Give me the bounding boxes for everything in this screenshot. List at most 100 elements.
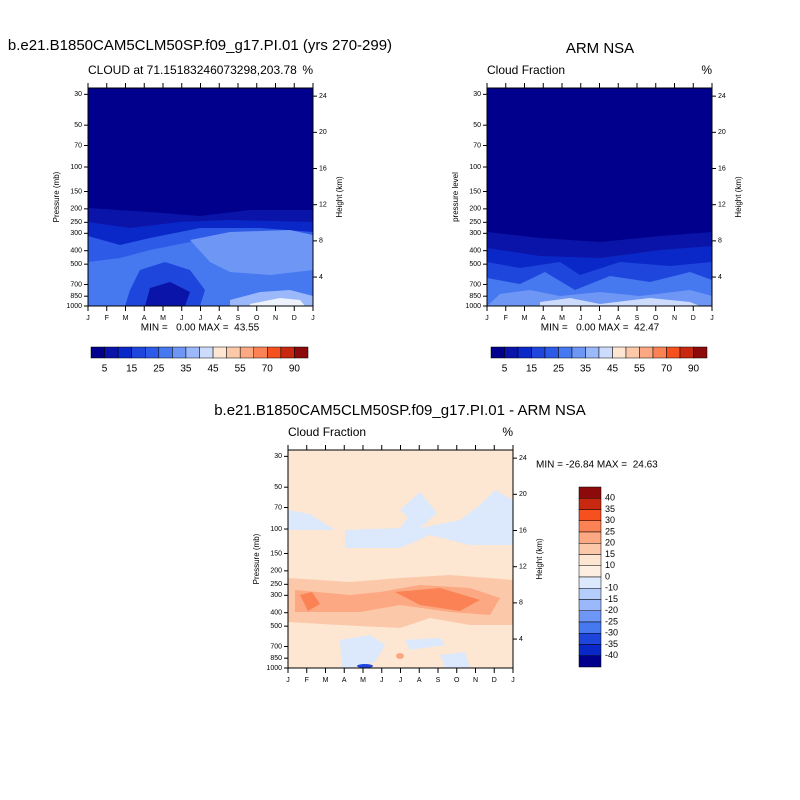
colorbar-box (267, 346, 282, 359)
x-tick-label: J (199, 315, 203, 322)
y2-axis-label: Height (km) (734, 176, 743, 218)
colorbar-box (578, 520, 602, 533)
y-tick-label: 500 (70, 261, 82, 268)
x-tick-label: A (217, 315, 222, 322)
colorbar-label: 10 (605, 560, 615, 570)
y-tick-label: 300 (270, 592, 282, 599)
y-tick-label: 400 (70, 248, 82, 255)
colorbar-label: 5 (502, 364, 508, 375)
x-tick-label: D (492, 677, 497, 684)
x-tick-label: J (485, 315, 489, 322)
y-tick-label: 30 (473, 91, 481, 98)
colorbar-label: -40 (605, 650, 618, 660)
colorbar-box (693, 346, 708, 359)
colorbar-box (185, 346, 200, 359)
colorbar-box (578, 498, 602, 510)
colorbar-label: 45 (208, 364, 220, 375)
y2-tick-label: 8 (519, 600, 523, 607)
y-tick-label: 300 (469, 230, 481, 237)
colorbar-box (578, 644, 602, 656)
colorbar-box (544, 346, 559, 359)
x-tick-label: A (417, 677, 422, 684)
right-string: % (302, 63, 313, 77)
colorbar-box (578, 509, 602, 521)
y-tick-label: 50 (473, 122, 481, 129)
panel-title: ARM NSA (566, 40, 634, 57)
x-tick-label: M (123, 315, 129, 322)
x-tick-label: J (511, 677, 515, 684)
x-tick-label: F (305, 677, 309, 684)
y-tick-label: 500 (270, 623, 282, 630)
right-string: % (502, 425, 513, 439)
min-max: MIN = 0.00 MAX = 43.55 (141, 323, 260, 334)
x-tick-label: M (323, 677, 329, 684)
colorbar-label: -15 (605, 594, 618, 604)
x-tick-label: N (473, 677, 478, 684)
colorbar-label: -20 (605, 605, 618, 615)
x-tick-label: J (579, 315, 583, 322)
colorbar-box (226, 346, 241, 359)
x-tick-label: O (653, 315, 659, 322)
y-tick-label: 150 (469, 188, 481, 195)
colorbar-label: 70 (262, 364, 274, 375)
colorbar-label: 35 (605, 504, 615, 514)
y2-tick-label: 20 (319, 129, 327, 136)
x-tick-label: S (635, 315, 640, 322)
colorbar-label: 40 (605, 493, 615, 503)
colorbar-box (578, 554, 602, 566)
y-tick-label: 500 (469, 261, 481, 268)
y-tick-label: 30 (74, 91, 82, 98)
x-tick-label: M (522, 315, 528, 322)
min-max: MIN = 0.00 MAX = 42.47 (541, 323, 660, 334)
y-tick-label: 200 (70, 206, 82, 213)
colorbar-label: 30 (605, 515, 615, 525)
y2-tick-label: 4 (519, 636, 523, 643)
y2-tick-label: 8 (319, 238, 323, 245)
colorbar-label: -30 (605, 628, 618, 638)
y-tick-label: 700 (469, 281, 481, 288)
left-string: Cloud Fraction (288, 425, 366, 439)
colorbar-box (578, 588, 602, 600)
colorbar-box (90, 346, 105, 359)
x-tick-label: J (380, 677, 384, 684)
colorbar-label: -25 (605, 616, 618, 626)
x-tick-label: J (598, 315, 602, 322)
panel-title: b.e21.B1850CAM5CLM50SP.f09_g17.PI.01 - A… (214, 402, 586, 419)
y2-tick-label: 24 (519, 455, 527, 462)
y2-tick-label: 12 (519, 564, 527, 571)
colorbar-box (679, 346, 694, 359)
contour-field (487, 88, 712, 306)
y-tick-label: 700 (270, 643, 282, 650)
x-tick-label: S (236, 315, 241, 322)
colorbar-label: 0 (605, 571, 610, 581)
colorbar-label: 35 (580, 364, 592, 375)
x-tick-label: D (691, 315, 696, 322)
x-tick-label: N (672, 315, 677, 322)
colorbar-box (585, 346, 600, 359)
colorbar-box (571, 346, 586, 359)
panel-title: b.e21.B1850CAM5CLM50SP.f09_g17.PI.01 (yr… (8, 37, 392, 54)
contour-field (88, 88, 313, 306)
min-max: MIN = -26.84 MAX = 24.63 (536, 460, 658, 471)
y-tick-label: 50 (74, 122, 82, 129)
colorbar-box (212, 346, 227, 359)
colorbar-box (666, 346, 681, 359)
x-tick-label: F (105, 315, 109, 322)
y2-tick-label: 4 (319, 274, 323, 281)
y-tick-label: 150 (270, 550, 282, 557)
y-tick-label: 100 (469, 164, 481, 171)
y-axis-label: Pressure (mb) (252, 533, 261, 584)
colorbar-box (612, 346, 627, 359)
y2-tick-label: 20 (519, 491, 527, 498)
colorbar-label: 15 (126, 364, 138, 375)
y2-axis-label: Height (km) (335, 176, 344, 218)
x-tick-label: M (160, 315, 166, 322)
colorbar-label: 15 (605, 549, 615, 559)
y-tick-label: 150 (70, 188, 82, 195)
colorbar-box (625, 346, 640, 359)
colorbar-box (578, 531, 602, 544)
colorbar-box (578, 621, 602, 634)
y2-tick-label: 20 (718, 129, 726, 136)
y2-tick-label: 8 (718, 238, 722, 245)
y-tick-label: 70 (473, 142, 481, 149)
